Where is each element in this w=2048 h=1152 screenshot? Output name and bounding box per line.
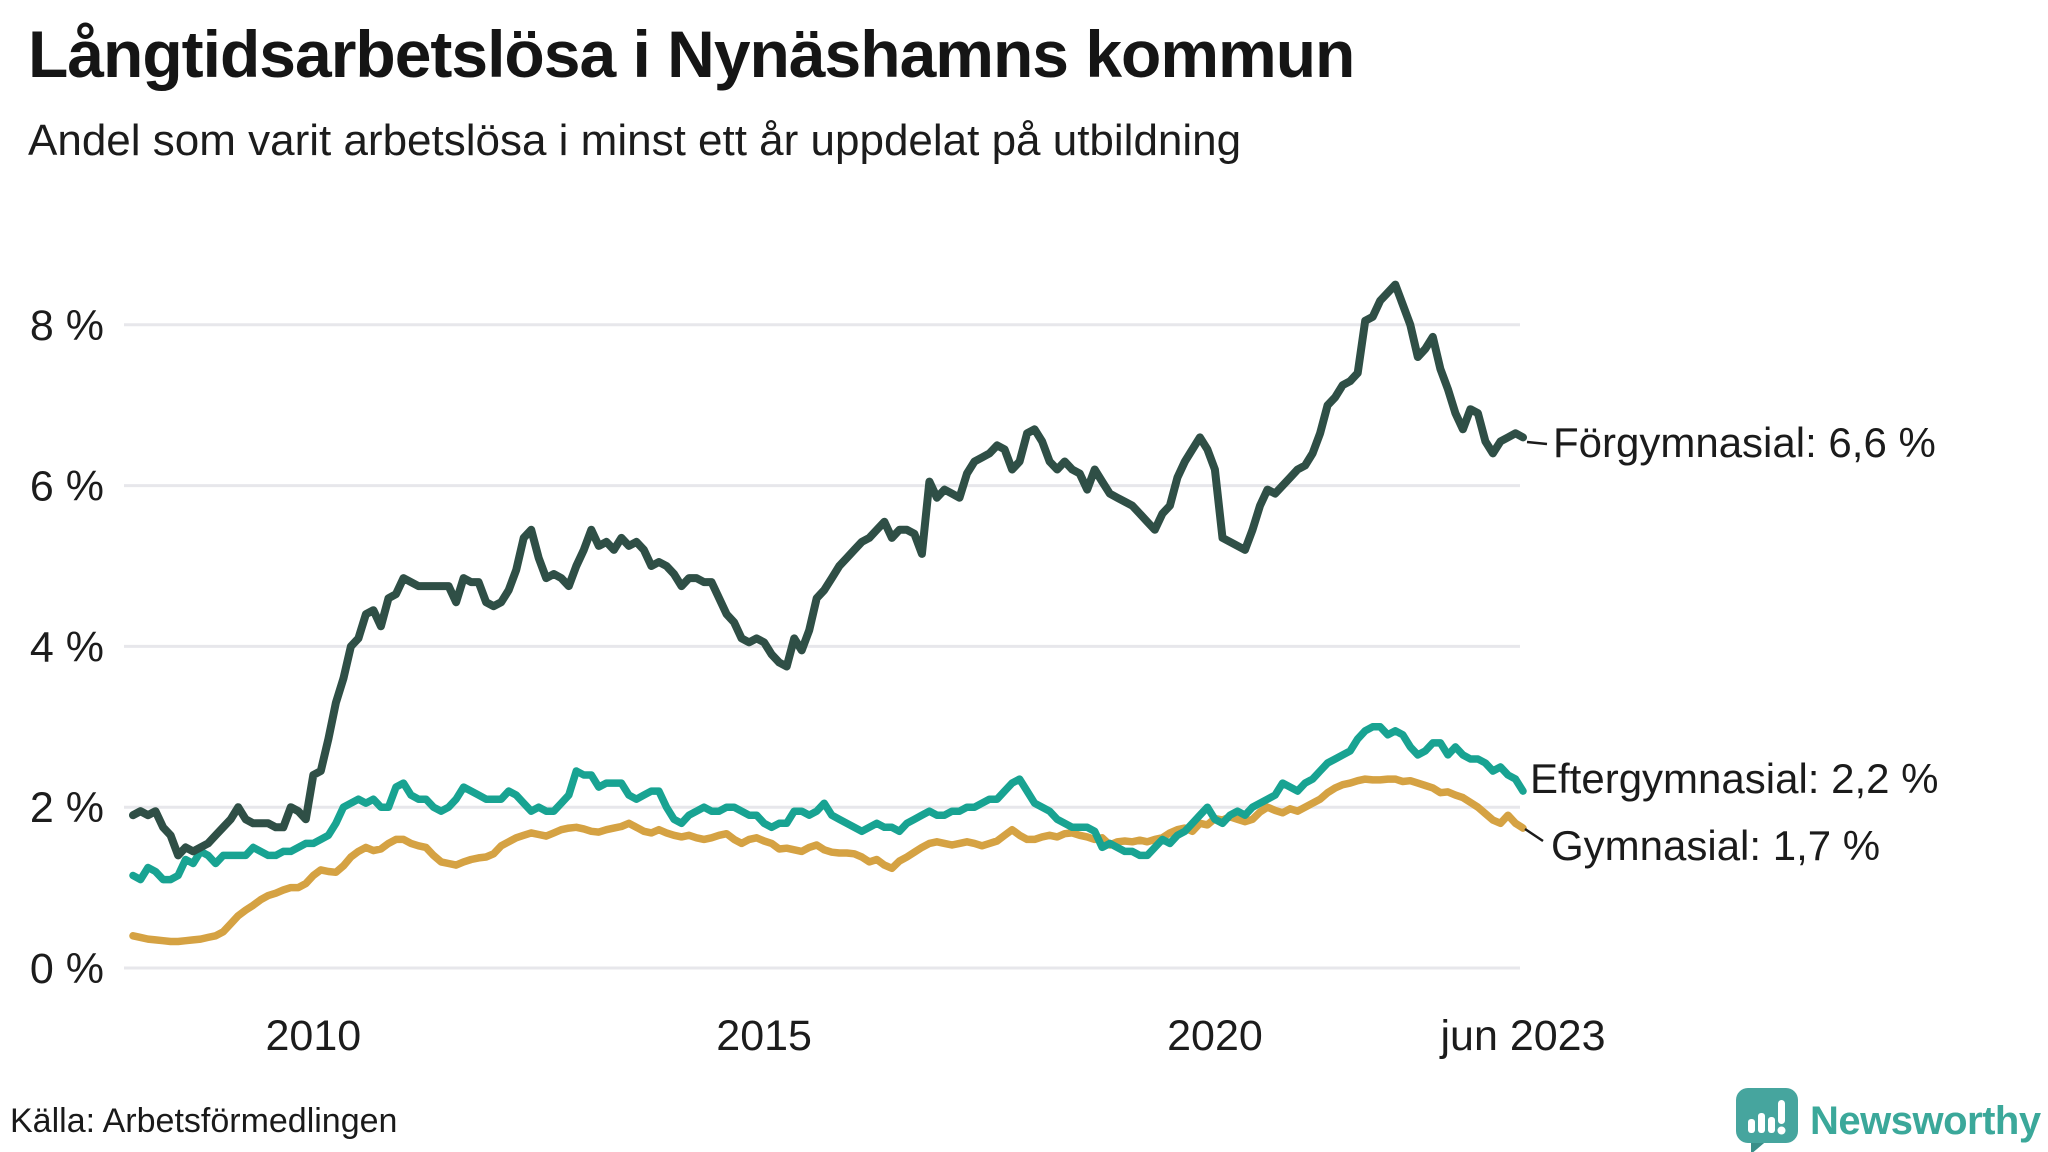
series-end-label-gymnasial: Gymnasial: 1,7 %	[1551, 822, 1880, 869]
end-label-leader-line	[1526, 440, 1548, 446]
y-tick-label: 4 %	[30, 623, 104, 671]
source-note: Källa: Arbetsförmedlingen	[10, 1102, 398, 1140]
data-series-lines	[129, 280, 1527, 946]
series-line-gymnasial	[129, 775, 1527, 946]
end-label-leader-line	[1524, 827, 1544, 843]
branding-wordmark: Newsworthy	[1810, 1098, 2041, 1143]
branding-logo: Newsworthy	[1736, 1088, 2041, 1152]
series-end-label-eftergymnasial: Eftergymnasial: 2,2 %	[1530, 755, 1939, 802]
x-tick-label: 2020	[1167, 1012, 1263, 1060]
newsworthy-speech-bubble-bar-chart-icon	[1736, 1088, 1798, 1152]
y-tick-label: 6 %	[30, 463, 104, 511]
chart-subtitle: Andel som varit arbetslösa i minst ett å…	[28, 116, 1242, 165]
series-line-eftergymnasial	[129, 723, 1527, 884]
y-tick-label: 0 %	[30, 945, 104, 993]
y-tick-label: 2 %	[30, 784, 104, 832]
series-line-förgymnasial	[129, 280, 1527, 860]
x-tick-label: 2015	[716, 1012, 812, 1060]
y-axis-tick-labels: 0 % 2 % 4 % 6 % 8 %	[30, 302, 104, 993]
x-tick-label: jun 2023	[1439, 1012, 1606, 1060]
x-tick-label: 2010	[265, 1012, 361, 1060]
x-axis-tick-labels: 2010 2015 2020 jun 2023	[265, 1012, 1605, 1060]
page-title: Långtidsarbetslösa i Nynäshamns kommun	[28, 17, 1355, 91]
series-end-labels: Förgymnasial: 6,6 % Eftergymnasial: 2,2 %…	[1524, 419, 1939, 869]
series-end-label-förgymnasial: Förgymnasial: 6,6 %	[1553, 419, 1936, 466]
y-tick-label: 8 %	[30, 302, 104, 350]
